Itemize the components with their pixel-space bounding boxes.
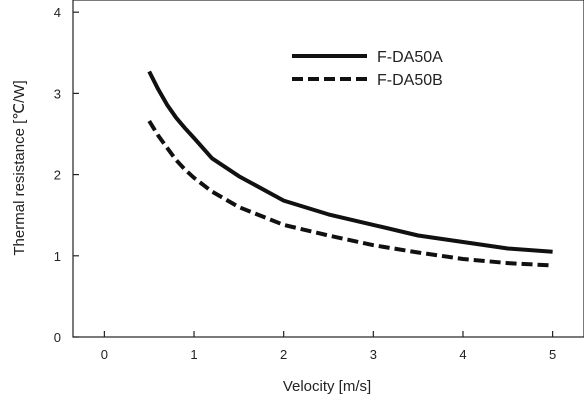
legend-label-1: F-DA50A [377, 49, 443, 66]
y-tick-label: 3 [54, 86, 61, 101]
x-tick-label: 4 [459, 347, 466, 362]
legend-label-2: F-DA50B [377, 72, 443, 89]
x-tick-label: 5 [549, 347, 556, 362]
y-tick-label: 0 [54, 330, 61, 345]
legend: F-DA50A F-DA50B [292, 49, 443, 89]
x-tick-label: 3 [370, 347, 377, 362]
plot-frame [72, 0, 584, 338]
x-tick-label: 2 [280, 347, 287, 362]
x-tick-label: 1 [190, 347, 197, 362]
y-axis-label: Thermal resistance [℃/W] [11, 80, 28, 255]
y-tick-label: 2 [54, 168, 61, 183]
x-axis-label: Velocity [m/s] [283, 378, 371, 395]
x-tick-label: 0 [101, 347, 108, 362]
series-line-2 [147, 119, 553, 268]
series-lines [147, 70, 553, 268]
ticks: 0 1 2 3 4 5 0 1 2 3 4 [54, 5, 556, 362]
series-line-1 [147, 70, 553, 254]
y-tick-label: 4 [54, 5, 61, 20]
y-tick-label: 1 [54, 249, 61, 264]
